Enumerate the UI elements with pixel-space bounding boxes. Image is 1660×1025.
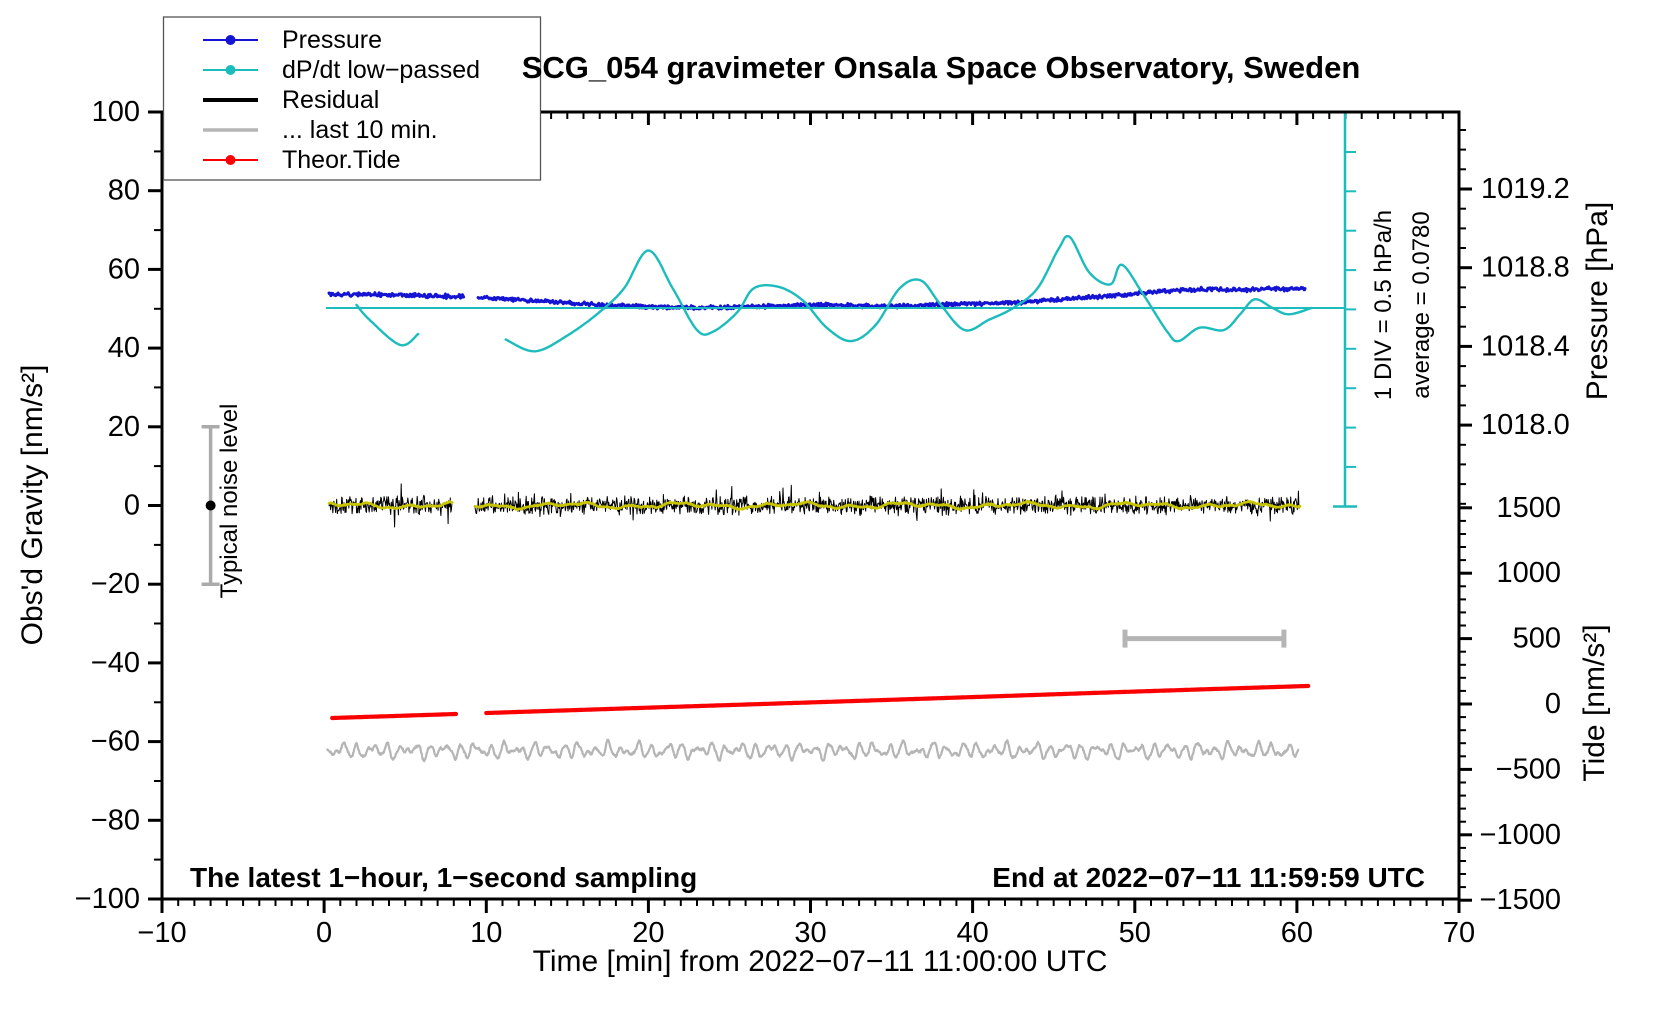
tide-tick-label: 1500 [1496,492,1561,524]
chart-title: SCG_054 gravimeter Onsala Space Observat… [522,50,1361,85]
legend-item-2: Residual [203,86,379,114]
legend-swatch-dot [225,65,236,75]
legend-swatch-dot [225,35,236,45]
legend-item-3: ... last 10 min. [203,116,438,144]
y-axis-label-gravity: Obs'd Gravity [nm/s²] [16,365,49,646]
x-tick-label: 10 [470,917,502,949]
tide-tick-label: 0 [1545,688,1561,720]
noise-level-label: Typical noise level [216,404,243,599]
legend-item-label: Residual [282,86,379,114]
series-residual_smooth [473,499,1302,511]
tide-tick-label: 1000 [1496,557,1561,589]
series-pressure [327,291,466,300]
pressure-tick-label: 1018.0 [1481,409,1570,441]
legend-item-1: dP/dt low−passed [203,56,480,84]
gravity-tick-label: 40 [108,332,140,364]
tide-tick-label: −1500 [1480,884,1561,916]
noise-bar-dot [205,500,216,511]
x-tick-label: 20 [632,917,664,949]
legend-swatch-dot [225,155,236,165]
series-last10 [326,738,1300,763]
pressure-tick-label: 1019.2 [1481,173,1570,205]
legend-item-0: Pressure [203,26,382,54]
gravity-tick-label: 20 [108,411,140,443]
x-axis-label: Time [min] from 2022−07−11 11:00:00 UTC [533,945,1108,978]
x-tick-label: 30 [794,917,826,949]
x-tick-label: 40 [956,917,988,949]
average-label: average = 0.0780 [1408,211,1435,399]
legend-item-4: Theor.Tide [203,146,401,174]
x-tick-label: 0 [316,917,332,949]
gravity-tick-label: −60 [91,726,140,758]
y-axis-label-tide: Tide [nm/s²] [1578,624,1611,781]
gravity-tick-label: 0 [124,490,140,522]
legend-item-label: Theor.Tide [282,146,401,174]
gravity-tick-label: −40 [91,647,140,679]
div-scale-label: 1 DIV = 0.5 hPa/h [1370,210,1397,400]
gravity-tick-label: −20 [91,568,140,600]
pressure-tick-label: 1018.4 [1481,330,1570,362]
series-tide [330,711,459,721]
legend-item-label: Pressure [282,26,382,54]
pressure-tick-label: 1018.8 [1481,252,1570,284]
x-tick-label: −10 [137,917,186,949]
series-dpdt [504,234,1313,353]
series-dpdt [355,303,420,347]
series-tide [484,683,1311,716]
note-sampling: The latest 1−hour, 1−second sampling [190,862,697,893]
legend-item-label: dP/dt low−passed [282,56,480,84]
gravity-tick-label: −80 [91,804,140,836]
x-tick-label: 60 [1281,917,1313,949]
x-tick-label: 70 [1443,917,1475,949]
legend-item-label: ... last 10 min. [282,116,438,144]
tide-tick-label: 500 [1513,623,1561,655]
series-residual_smooth [327,500,454,510]
gravity-tick-label: 60 [108,253,140,285]
x-tick-label: 50 [1119,917,1151,949]
gravity-tick-label: 80 [108,175,140,207]
y-axis-label-pressure: Pressure [hPa] [1581,202,1614,400]
plot-frame [160,110,1461,901]
note-end-time: End at 2022−07−11 11:59:59 UTC [992,862,1425,893]
tide-tick-label: −1000 [1480,819,1561,851]
tide-tick-label: −500 [1496,753,1561,785]
gravity-tick-label: −100 [75,883,140,915]
gravity-tick-label: 100 [92,96,140,128]
